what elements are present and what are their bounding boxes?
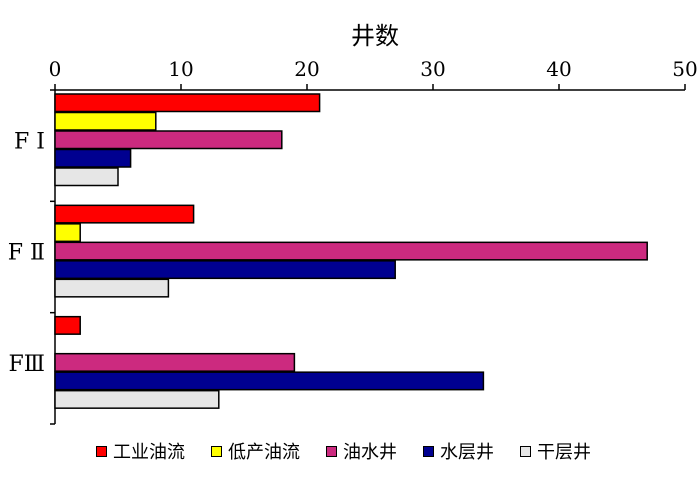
legend-item: 水层井 bbox=[423, 438, 494, 464]
bar bbox=[54, 130, 283, 150]
legend-label: 水层井 bbox=[440, 442, 494, 463]
x-tick-label: 0 bbox=[49, 57, 62, 81]
legend-swatch bbox=[423, 445, 434, 457]
y-category-label: F Ⅱ bbox=[8, 241, 45, 266]
bar bbox=[54, 204, 195, 224]
legend-label: 低产油流 bbox=[228, 442, 300, 463]
bar bbox=[54, 93, 321, 113]
x-tick-label: 20 bbox=[294, 57, 319, 81]
legend-swatch bbox=[520, 445, 531, 457]
x-tick-label: 30 bbox=[420, 57, 445, 81]
bar bbox=[54, 278, 170, 298]
legend-label: 干层井 bbox=[537, 442, 591, 463]
legend-swatch bbox=[326, 445, 337, 457]
x-axis-title: 井数 bbox=[351, 22, 399, 50]
legend-item: 低产油流 bbox=[211, 438, 300, 464]
bar bbox=[54, 111, 157, 131]
bar bbox=[54, 371, 485, 391]
y-category-label: F Ⅰ bbox=[14, 129, 45, 154]
legend-swatch bbox=[96, 445, 107, 457]
bar bbox=[54, 241, 648, 261]
x-tick-label: 50 bbox=[672, 57, 697, 81]
legend-item: 工业油流 bbox=[96, 438, 185, 464]
bar bbox=[54, 167, 119, 187]
bar bbox=[54, 315, 81, 335]
x-axis: 0 10 20 30 40 50 bbox=[49, 57, 698, 91]
x-tick-label: 40 bbox=[546, 57, 571, 81]
legend-label: 工业油流 bbox=[113, 442, 185, 463]
bars bbox=[54, 93, 648, 409]
legend-item: 干层井 bbox=[520, 438, 591, 464]
bar bbox=[54, 260, 396, 280]
bar bbox=[54, 223, 81, 243]
legend-label: 油水井 bbox=[343, 442, 397, 463]
bar bbox=[54, 389, 220, 409]
bar bbox=[54, 352, 296, 372]
legend-item: 油水井 bbox=[326, 438, 397, 464]
legend-swatch bbox=[211, 445, 222, 457]
y-category-label: FⅢ bbox=[9, 352, 45, 377]
legend: 工业油流 低产油流 油水井 水层井 干层井 bbox=[96, 438, 617, 464]
x-tick-label: 10 bbox=[168, 57, 193, 81]
bar bbox=[54, 148, 132, 168]
y-axis: F Ⅰ F Ⅱ FⅢ bbox=[8, 89, 56, 425]
